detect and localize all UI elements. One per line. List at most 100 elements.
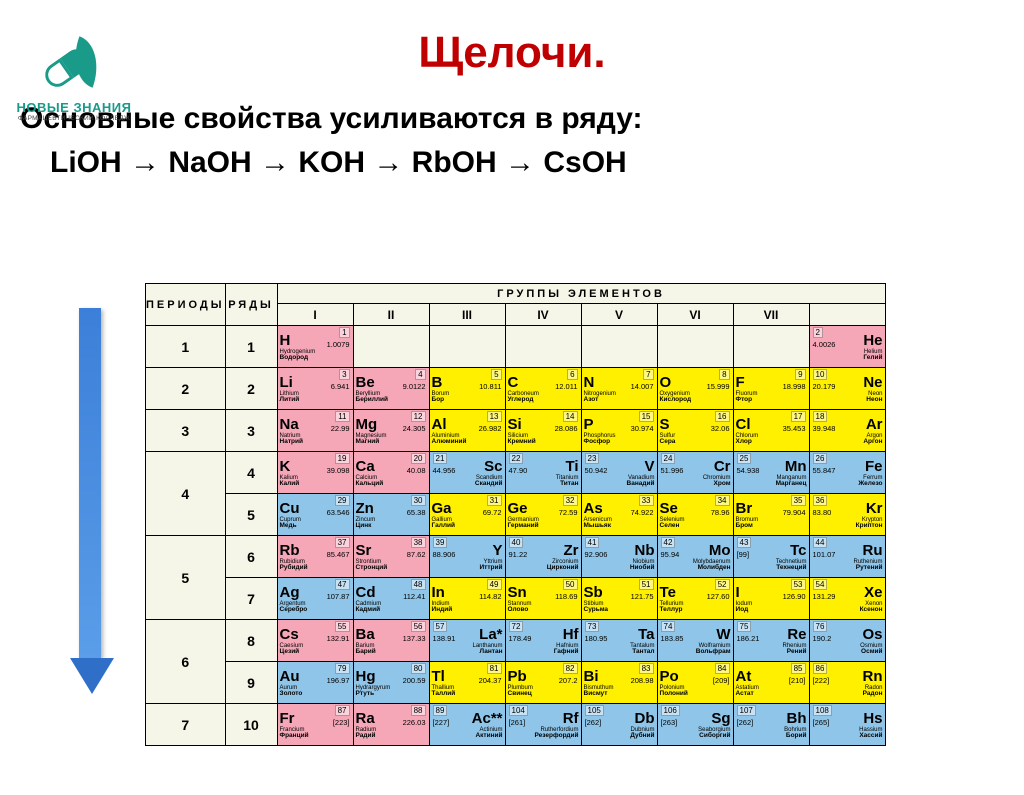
- element-Ac*: 89Ac**[227]ActiniumАктиний: [429, 704, 505, 746]
- element-N: 7N14.007NitrogeniumАзот: [581, 368, 657, 410]
- element-Cl: 17Cl35.453ChlorumХлор: [733, 410, 809, 452]
- element-Po: 84Po[209]PoloniumПолоний: [657, 662, 733, 704]
- element-P: 15P30.974PhosphorusФосфор: [581, 410, 657, 452]
- element-Fe: 26Fe55.847FerrumЖелезо: [809, 452, 885, 494]
- element-I: 53I126.90IodumИод: [733, 578, 809, 620]
- element-Ra: 88Ra226.03RadiumРадий: [353, 704, 429, 746]
- element-Ta: 73Ta180.95TantalumТантал: [581, 620, 657, 662]
- header-group-3: IV: [505, 304, 581, 326]
- element-Ga: 31Ga69.72GalliumГаллий: [429, 494, 505, 536]
- element-Mg: 12Mg24.305MagnesiumМагний: [353, 410, 429, 452]
- row-5: 5: [225, 494, 277, 536]
- empty-cell: [353, 326, 429, 368]
- period-2: 2: [146, 368, 226, 410]
- row-4: 4: [225, 452, 277, 494]
- series-text: LiOH → NaOH → KOH → RbOH → CsOH: [20, 146, 1004, 180]
- element-Y: 39Y88.906YttriumИттрий: [429, 536, 505, 578]
- element-Mo: 42Mo95.94MolybdaenumМолибден: [657, 536, 733, 578]
- element-Sr: 38Sr87.62StrontiumСтронций: [353, 536, 429, 578]
- element-Zn: 30Zn65.38ZincumЦинк: [353, 494, 429, 536]
- element-Hf: 72Hf178.49HafniumГафний: [505, 620, 581, 662]
- element-Sn: 50Sn118.69StannumОлово: [505, 578, 581, 620]
- element-Sg: 106Sg[263]SeaborgiumСиборгий: [657, 704, 733, 746]
- element-Bh: 107Bh[262]BohriumБорий: [733, 704, 809, 746]
- element-Br: 35Br79.904BromumБром: [733, 494, 809, 536]
- element-Ne: 10Ne20.179NeonНеон: [809, 368, 885, 410]
- element-At: 85At[210]AstatiumАстат: [733, 662, 809, 704]
- element-Nb: 41Nb92.906NiobiumНиобий: [581, 536, 657, 578]
- header-rows: РЯДЫ: [225, 284, 277, 326]
- element-Os: 76Os190.2OsmiumОсмий: [809, 620, 885, 662]
- element-Db: 105Db[262]DubniumДубний: [581, 704, 657, 746]
- element-Rb: 37Rb85.467RubidiumРубидий: [277, 536, 353, 578]
- statement-block: Основные свойства усиливаются в ряду: Li…: [0, 102, 1024, 180]
- element-F: 9F18.998FluorumФтор: [733, 368, 809, 410]
- header-group-2: III: [429, 304, 505, 326]
- element-Ba: 56Ba137.33BariumБарий: [353, 620, 429, 662]
- period-7: 7: [146, 704, 226, 746]
- element-Tl: 81Tl204.37ThalliumТаллий: [429, 662, 505, 704]
- element-Ru: 44Ru101.07RutheniumРутений: [809, 536, 885, 578]
- element-B: 5B10.811BorumБор: [429, 368, 505, 410]
- element-Cu: 29Cu63.546CuprumМедь: [277, 494, 353, 536]
- element-K: 19K39.098KaliumКалий: [277, 452, 353, 494]
- element-C: 6C12.011CarboneumУглерод: [505, 368, 581, 410]
- element-Bi: 83Bi208.98BismuthumВисмут: [581, 662, 657, 704]
- header-periods: ПЕРИОДЫ: [146, 284, 226, 326]
- row-2: 2: [225, 368, 277, 410]
- header-group-6: VII: [733, 304, 809, 326]
- element-Ge: 32Ge72.59GermaniumГерманий: [505, 494, 581, 536]
- element-In: 49In114.82IndiumИндий: [429, 578, 505, 620]
- empty-cell: [581, 326, 657, 368]
- row-7: 7: [225, 578, 277, 620]
- element-Rn: 86Rn[222]RadonРадон: [809, 662, 885, 704]
- period-3: 3: [146, 410, 226, 452]
- element-Re: 75Re186.21RheniumРений: [733, 620, 809, 662]
- element-He: 2He4.0026HeliumГелий: [809, 326, 885, 368]
- period-4: 4: [146, 452, 226, 536]
- element-La: 57La*138.91LanthanumЛантан: [429, 620, 505, 662]
- element-V: 23V50.942VanadiumВанадий: [581, 452, 657, 494]
- element-H: 1H1.0079HydrogeniumВодород: [277, 326, 353, 368]
- empty-cell: [505, 326, 581, 368]
- logo: НОВЫЕ ЗНАНИЯ ФАРМАЦЕВТИЧЕСКИЙ КОЛЛЕДЖ: [14, 38, 134, 122]
- element-Cs: 55Cs132.91CaesiumЦезий: [277, 620, 353, 662]
- element-Li: 3Li6.941LithiumЛитий: [277, 368, 353, 410]
- element-Si: 14Si28.086SiliciumКремний: [505, 410, 581, 452]
- element-Xe: 54Xe131.29XenonКсенон: [809, 578, 885, 620]
- row-3: 3: [225, 410, 277, 452]
- periodic-table: ПЕРИОДЫРЯДЫГРУППЫ ЭЛЕМЕНТОВIIIIIIIVVVIVI…: [145, 283, 886, 746]
- element-As: 33As74.922ArsenicumМышьяк: [581, 494, 657, 536]
- element-S: 16S32.06SulfurСера: [657, 410, 733, 452]
- empty-cell: [429, 326, 505, 368]
- row-10: 10: [225, 704, 277, 746]
- statement-text: Основные свойства усиливаются в ряду:: [20, 102, 1004, 136]
- logo-icon: [39, 38, 109, 98]
- element-Mn: 25Mn54.938ManganumМарганец: [733, 452, 809, 494]
- period-5: 5: [146, 536, 226, 620]
- period-1: 1: [146, 326, 226, 368]
- element-Kr: 36Kr83.80KryptonКриптон: [809, 494, 885, 536]
- element-Sc: 21Sc44.956ScandiumСкандий: [429, 452, 505, 494]
- logo-subtitle: ФАРМАЦЕВТИЧЕСКИЙ КОЛЛЕДЖ: [14, 115, 134, 122]
- element-Sb: 51Sb121.75StibiumСурьма: [581, 578, 657, 620]
- element-Hs: 108Hs[265]HassiumХассий: [809, 704, 885, 746]
- row-1: 1: [225, 326, 277, 368]
- header-group-0: I: [277, 304, 353, 326]
- element-Cd: 48Cd112.41CadmiumКадмий: [353, 578, 429, 620]
- header-group-4: V: [581, 304, 657, 326]
- element-Se: 34Se78.96SeleniumСелен: [657, 494, 733, 536]
- element-Hg: 80Hg200.59HydrargyrumРтуть: [353, 662, 429, 704]
- header-group-1: II: [353, 304, 429, 326]
- page-title: Щелочи.: [0, 28, 1024, 78]
- empty-cell: [657, 326, 733, 368]
- element-Ag: 47Ag107.87ArgentumСеребро: [277, 578, 353, 620]
- empty-cell: [733, 326, 809, 368]
- element-Be: 4Be9.0122BerylliumБериллий: [353, 368, 429, 410]
- element-Au: 79Au196.97AurumЗолото: [277, 662, 353, 704]
- element-Ar: 18Ar39.948ArgonАргон: [809, 410, 885, 452]
- element-Tc: 43Tc[99]TechnetiumТехнеций: [733, 536, 809, 578]
- row-9: 9: [225, 662, 277, 704]
- element-Ca: 20Ca40.08CalciumКальций: [353, 452, 429, 494]
- element-Pb: 82Pb207.2PlumbumСвинец: [505, 662, 581, 704]
